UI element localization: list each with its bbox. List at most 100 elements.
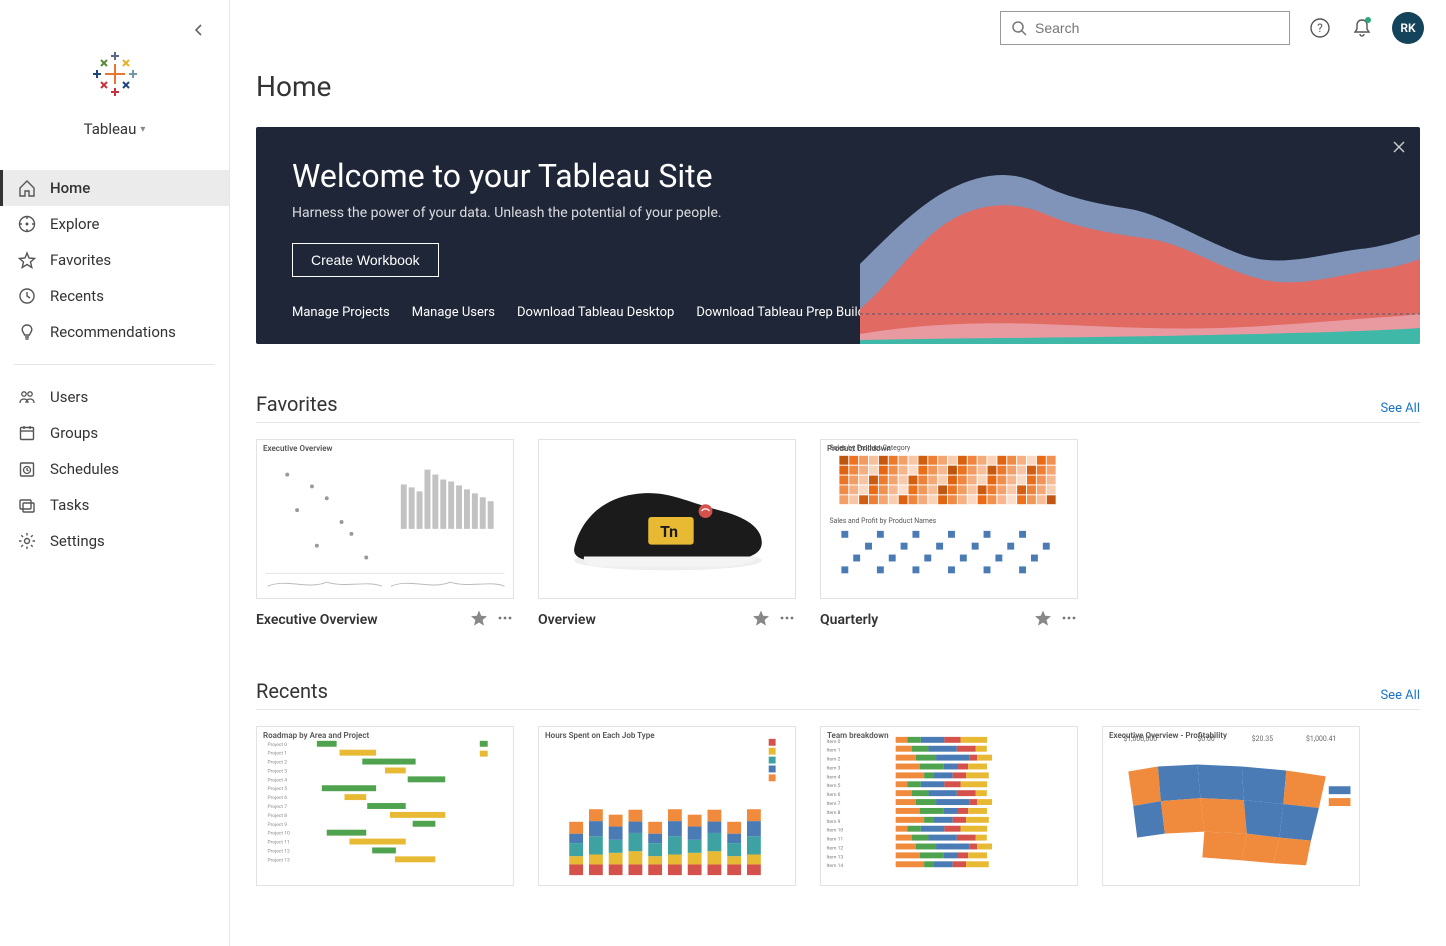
sidebar-item-home[interactable]: Home bbox=[0, 170, 229, 206]
sidebar-item-settings[interactable]: Settings bbox=[0, 523, 229, 559]
svg-text:Item 13: Item 13 bbox=[827, 854, 844, 860]
sidebar-item-label: Home bbox=[50, 179, 90, 197]
thumb-label: Team breakdown bbox=[827, 731, 889, 740]
site-selector[interactable]: Tableau ▾ bbox=[84, 120, 146, 138]
svg-text:Item 10: Item 10 bbox=[827, 828, 844, 834]
card-thumbnail[interactable]: Executive Overview bbox=[256, 439, 514, 599]
schedule-icon bbox=[18, 460, 36, 478]
recents-see-all[interactable]: See All bbox=[1380, 688, 1420, 703]
card-more-button[interactable] bbox=[1060, 609, 1078, 631]
logo-area: Tableau ▾ bbox=[0, 42, 229, 166]
sidebar-item-schedules[interactable]: Schedules bbox=[0, 451, 229, 487]
sidebar-item-users[interactable]: Users bbox=[0, 379, 229, 415]
avatar[interactable]: RK bbox=[1392, 12, 1424, 44]
sidebar-item-recents[interactable]: Recents bbox=[0, 278, 229, 314]
site-name: Tableau bbox=[84, 120, 137, 138]
help-icon: ? bbox=[1309, 17, 1331, 39]
sidebar-item-label: Recents bbox=[50, 287, 104, 305]
svg-text:Project 2: Project 2 bbox=[267, 760, 287, 766]
card-thumbnail[interactable]: Roadmap by Area and Project Project 0 Proj… bbox=[256, 726, 514, 886]
thumb-label: Roadmap by Area and Project bbox=[263, 731, 369, 740]
svg-text:Project 7: Project 7 bbox=[267, 804, 287, 810]
more-icon bbox=[1060, 609, 1078, 627]
svg-text:$20.35: $20.35 bbox=[1252, 735, 1273, 743]
svg-text:Item 3: Item 3 bbox=[827, 765, 841, 771]
content-card[interactable]: Executive Overview - Profitability $1,000… bbox=[1102, 726, 1360, 886]
top-bar: ? RK bbox=[230, 0, 1446, 56]
svg-text:Item 6: Item 6 bbox=[827, 792, 841, 798]
svg-text:Project 5: Project 5 bbox=[267, 786, 287, 792]
banner-link[interactable]: Manage Projects bbox=[292, 305, 390, 320]
svg-text:Project 10: Project 10 bbox=[267, 831, 289, 837]
content-card[interactable]: Hours Spent on Each Job Type bbox=[538, 726, 796, 886]
favorites-title: Favorites bbox=[256, 392, 338, 416]
svg-text:Item 7: Item 7 bbox=[827, 801, 841, 807]
recents-title: Recents bbox=[256, 679, 328, 703]
card-thumbnail[interactable]: Product DrilldownSales by Product Catego… bbox=[820, 439, 1078, 599]
content-card[interactable]: Product DrilldownSales by Product Catego… bbox=[820, 439, 1078, 631]
sidebar-collapse-button[interactable] bbox=[187, 18, 211, 42]
clock-icon bbox=[18, 287, 36, 305]
content: Home Welcome to your Tableau Site Harnes… bbox=[230, 56, 1446, 946]
card-title: Quarterly bbox=[820, 612, 1034, 628]
users-icon bbox=[18, 388, 36, 406]
content-card[interactable]: Tn Overview bbox=[538, 439, 796, 631]
svg-text:Project 3: Project 3 bbox=[267, 768, 287, 774]
banner-link[interactable]: Download Tableau Desktop bbox=[517, 305, 674, 320]
content-card[interactable]: Roadmap by Area and Project Project 0 Proj… bbox=[256, 726, 514, 886]
sidebar-item-label: Groups bbox=[50, 424, 98, 442]
notifications-button[interactable] bbox=[1350, 16, 1374, 40]
help-button[interactable]: ? bbox=[1308, 16, 1332, 40]
favorite-toggle[interactable] bbox=[752, 609, 770, 631]
svg-text:Project 11: Project 11 bbox=[267, 840, 289, 846]
favorite-toggle[interactable] bbox=[1034, 609, 1052, 631]
search-box[interactable] bbox=[1000, 11, 1290, 45]
card-more-button[interactable] bbox=[496, 609, 514, 631]
card-title: Overview bbox=[538, 612, 752, 628]
sidebar-item-label: Favorites bbox=[50, 251, 111, 269]
content-card[interactable]: Executive Overview Executive Overview bbox=[256, 439, 514, 631]
home-icon bbox=[18, 179, 36, 197]
card-thumbnail[interactable]: Hours Spent on Each Job Type bbox=[538, 726, 796, 886]
card-more-button[interactable] bbox=[778, 609, 796, 631]
thumb-label: Executive Overview - Profitability bbox=[1109, 731, 1227, 740]
svg-text:?: ? bbox=[1317, 21, 1323, 35]
banner-link[interactable]: Download Tableau Prep Builder bbox=[696, 305, 876, 320]
svg-text:Project 9: Project 9 bbox=[267, 822, 287, 828]
svg-text:$1,000.41: $1,000.41 bbox=[1306, 735, 1336, 743]
sidebar-item-label: Tasks bbox=[50, 496, 89, 514]
svg-text:Project 0: Project 0 bbox=[267, 742, 287, 748]
sidebar-item-label: Explore bbox=[50, 215, 100, 233]
favorite-toggle[interactable] bbox=[470, 609, 488, 631]
compass-icon bbox=[18, 215, 36, 233]
star-icon bbox=[752, 609, 770, 627]
tasks-icon bbox=[18, 496, 36, 514]
content-card[interactable]: Team breakdownItem 0Item 1Item 2Item 3It… bbox=[820, 726, 1078, 886]
card-thumbnail[interactable]: Executive Overview - Profitability $1,000… bbox=[1102, 726, 1360, 886]
thumb-label: Product Drilldown bbox=[827, 444, 891, 453]
svg-text:Item 9: Item 9 bbox=[827, 819, 841, 825]
banner-chart bbox=[860, 144, 1420, 344]
sidebar-item-groups[interactable]: Groups bbox=[0, 415, 229, 451]
sidebar-item-explore[interactable]: Explore bbox=[0, 206, 229, 242]
sidebar: Tableau ▾ Home Explore Favorites Recents Rec… bbox=[0, 0, 230, 946]
more-icon bbox=[778, 609, 796, 627]
banner-link[interactable]: Manage Users bbox=[412, 305, 495, 320]
card-title: Executive Overview bbox=[256, 612, 470, 628]
create-workbook-button[interactable]: Create Workbook bbox=[292, 243, 439, 277]
thumb-label: Hours Spent on Each Job Type bbox=[545, 731, 655, 740]
chevron-down-icon: ▾ bbox=[140, 124, 145, 135]
star-icon bbox=[470, 609, 488, 627]
search-input[interactable] bbox=[1035, 20, 1279, 36]
favorites-see-all[interactable]: See All bbox=[1380, 401, 1420, 416]
svg-text:Item 1: Item 1 bbox=[827, 748, 841, 754]
svg-text:Item 12: Item 12 bbox=[827, 845, 844, 851]
sidebar-item-tasks[interactable]: Tasks bbox=[0, 487, 229, 523]
svg-text:Item 11: Item 11 bbox=[827, 837, 844, 843]
card-thumbnail[interactable]: Tn bbox=[538, 439, 796, 599]
sidebar-item-favorites[interactable]: Favorites bbox=[0, 242, 229, 278]
main: ? RK Home Welcome to your Tableau Site H… bbox=[230, 0, 1446, 946]
calendar-icon bbox=[18, 424, 36, 442]
sidebar-item-recommendations[interactable]: Recommendations bbox=[0, 314, 229, 350]
card-thumbnail[interactable]: Team breakdownItem 0Item 1Item 2Item 3It… bbox=[820, 726, 1078, 886]
